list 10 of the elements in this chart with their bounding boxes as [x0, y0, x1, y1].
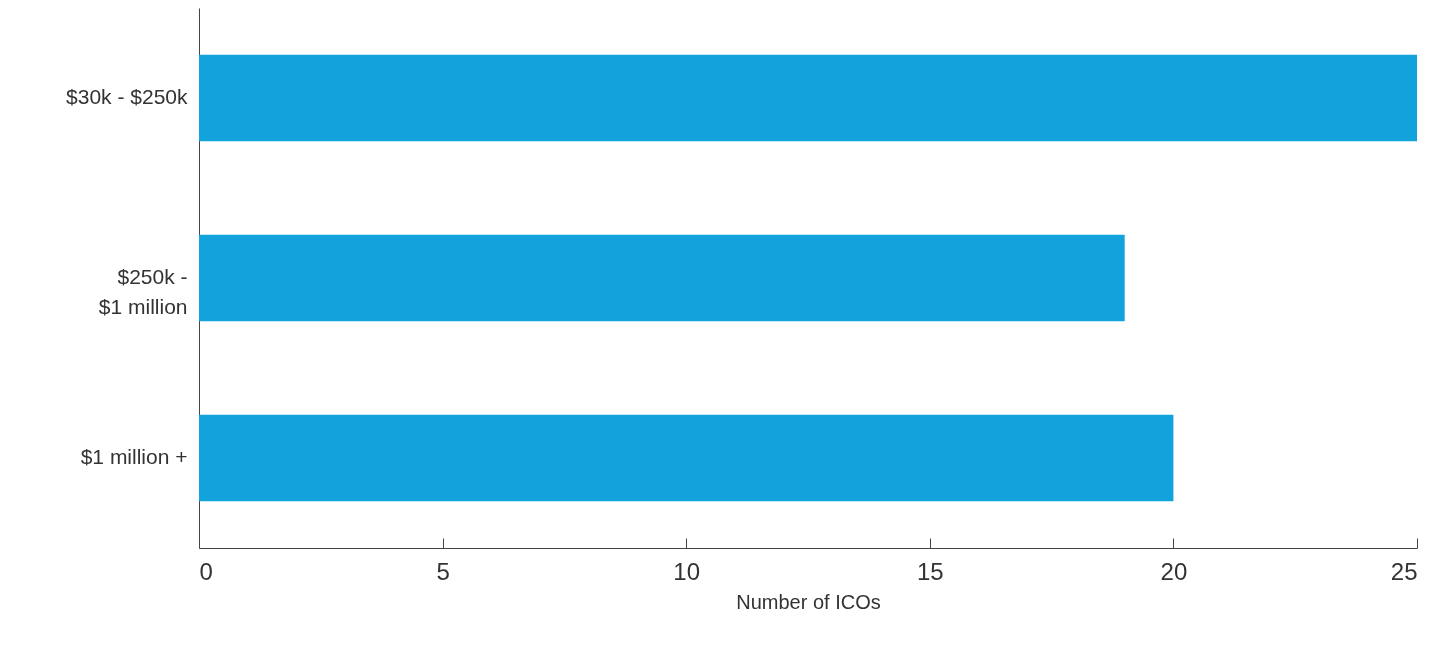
x-tick-label: 20 — [1160, 557, 1188, 585]
y-tick-label: $30k - $250k — [66, 85, 188, 108]
y-tick-label: $250k - $1 million — [98, 265, 188, 318]
x-tick-label: 10 — [673, 557, 701, 585]
x-tick-label: 15 — [916, 557, 944, 585]
x-axis-title: Number of ICOs — [736, 590, 881, 613]
y-tick-label: $1 million + — [80, 445, 188, 468]
x-tick-label: 5 — [436, 557, 450, 585]
x-tick-label: 25 — [1390, 557, 1418, 585]
x-tick-label: 0 — [199, 557, 213, 585]
